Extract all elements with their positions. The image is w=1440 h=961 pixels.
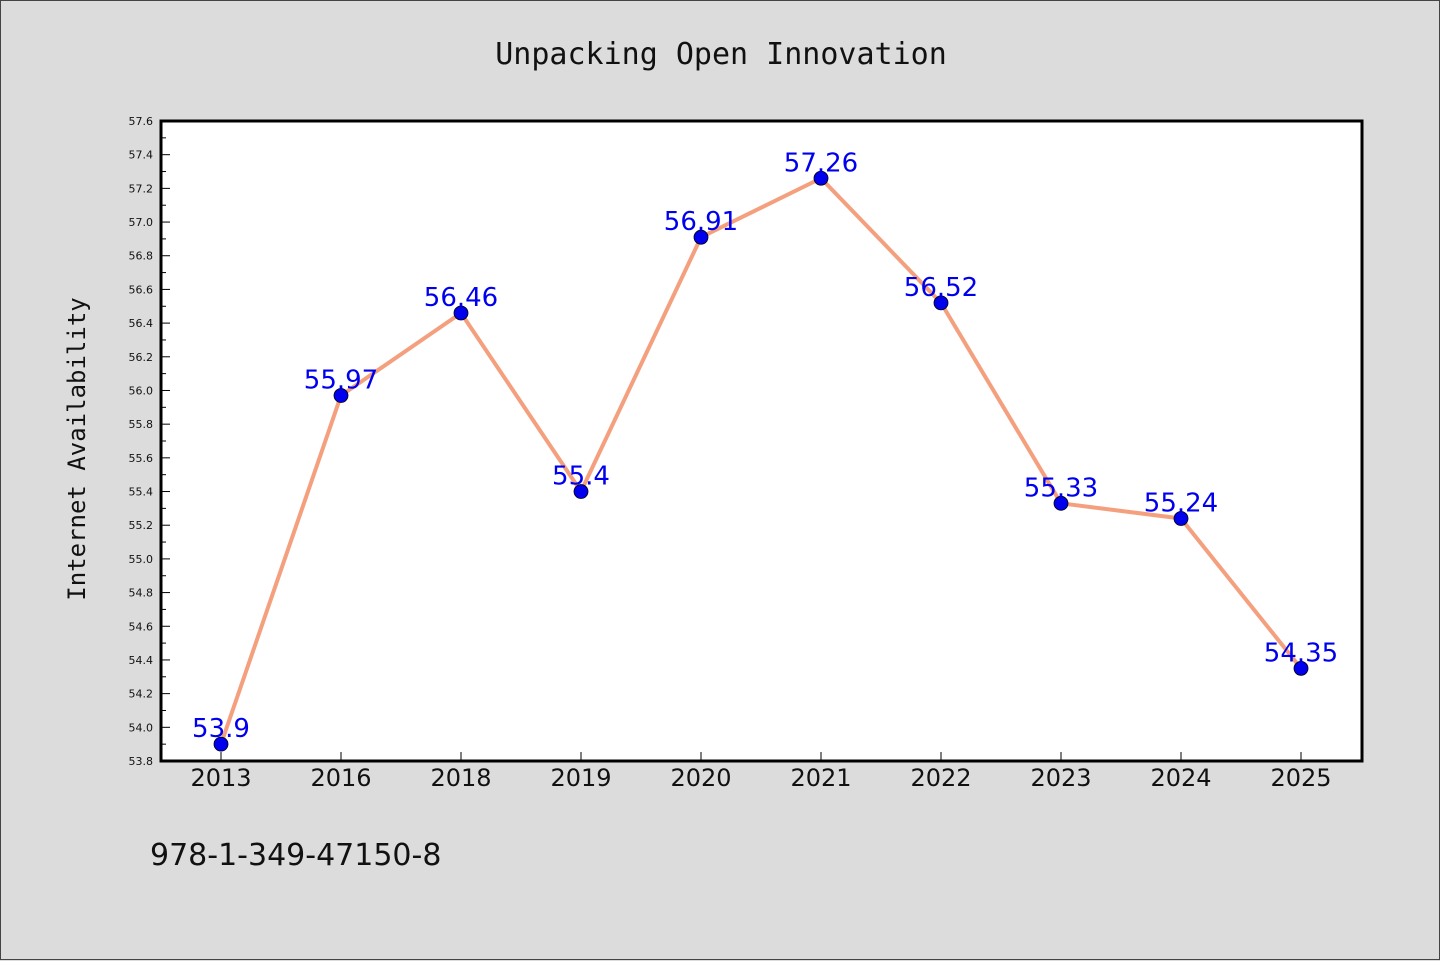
y-tick-label: 57.0 xyxy=(129,216,154,229)
x-tick-label: 2025 xyxy=(1270,764,1331,792)
plot-area xyxy=(161,121,1362,761)
data-label: 55.4 xyxy=(552,462,610,492)
y-tick-label: 54.2 xyxy=(129,688,154,701)
y-tick-label: 56.6 xyxy=(129,283,154,296)
series-group: 53.9 55.97 56.46 55.4 56.91 57.26 56.52 55.33 55… xyxy=(192,148,1338,752)
y-tick-label: 55.0 xyxy=(129,553,154,566)
x-tick-label: 2022 xyxy=(910,764,971,792)
data-point xyxy=(573,484,589,499)
x-tick-label: 2020 xyxy=(670,764,731,792)
y-tick-label: 56.0 xyxy=(129,384,154,397)
y-tick-label: 53.8 xyxy=(129,755,154,768)
data-point xyxy=(1293,660,1309,676)
data-label: 56.91 xyxy=(664,207,738,237)
plot-border xyxy=(159,119,1364,763)
y-tick-label: 55.6 xyxy=(129,452,154,465)
footer-isbn: 978-1-349-47150-8 xyxy=(150,838,441,873)
y-tick-label: 54.6 xyxy=(129,620,154,633)
x-tick-label: 2018 xyxy=(430,764,491,792)
data-label: 53.9 xyxy=(192,714,250,744)
data-label: 54.35 xyxy=(1264,638,1338,668)
y-tick-label: 57.6 xyxy=(129,115,154,128)
data-point xyxy=(813,170,829,186)
data-label: 55.33 xyxy=(1024,473,1098,503)
y-axis-label: Internet Availability xyxy=(63,297,91,600)
y-tick-label: 57.2 xyxy=(129,182,154,195)
data-point xyxy=(213,736,229,752)
data-point xyxy=(1053,495,1069,511)
x-tick-label: 2013 xyxy=(190,764,251,792)
y-tick-label: 54.0 xyxy=(129,721,154,734)
data-point xyxy=(1173,511,1189,526)
x-axis: 2013 2016 2018 2019 2020 2021 2022 2023 2024 2025 xyxy=(190,752,1332,792)
data-label: 57.26 xyxy=(784,148,858,178)
chart-title: Unpacking Open Innovation xyxy=(495,37,947,72)
data-point xyxy=(453,305,469,321)
y-tick-label: 55.4 xyxy=(129,486,154,499)
x-tick-label: 2021 xyxy=(790,764,851,792)
y-tick-label: 55.8 xyxy=(129,418,154,431)
y-tick-label: 55.2 xyxy=(129,519,154,532)
y-tick-label: 56.8 xyxy=(129,250,154,263)
data-label: 55.97 xyxy=(304,366,378,396)
y-tick-label: 56.2 xyxy=(129,351,154,364)
data-label: 56.46 xyxy=(424,283,498,313)
y-tick-label: 56.4 xyxy=(129,317,154,330)
x-tick-label: 2024 xyxy=(1150,764,1211,792)
data-label: 55.24 xyxy=(1144,488,1218,518)
data-label: 56.52 xyxy=(904,273,978,303)
series-line xyxy=(219,176,1303,745)
data-point xyxy=(693,229,709,245)
y-axis: 53.8 54.0 54.2 54.4 54.6 54.8 55.0 55.2 55.4 55.6… xyxy=(129,115,170,768)
y-tick-label: 54.8 xyxy=(129,587,154,600)
y-tick-label: 54.4 xyxy=(129,654,154,667)
x-tick-label: 2016 xyxy=(310,764,371,792)
data-point xyxy=(933,295,949,311)
x-tick-label: 2019 xyxy=(550,764,611,792)
x-tick-label: 2023 xyxy=(1030,764,1091,792)
data-point xyxy=(333,388,349,403)
y-tick-label: 57.4 xyxy=(129,149,154,162)
